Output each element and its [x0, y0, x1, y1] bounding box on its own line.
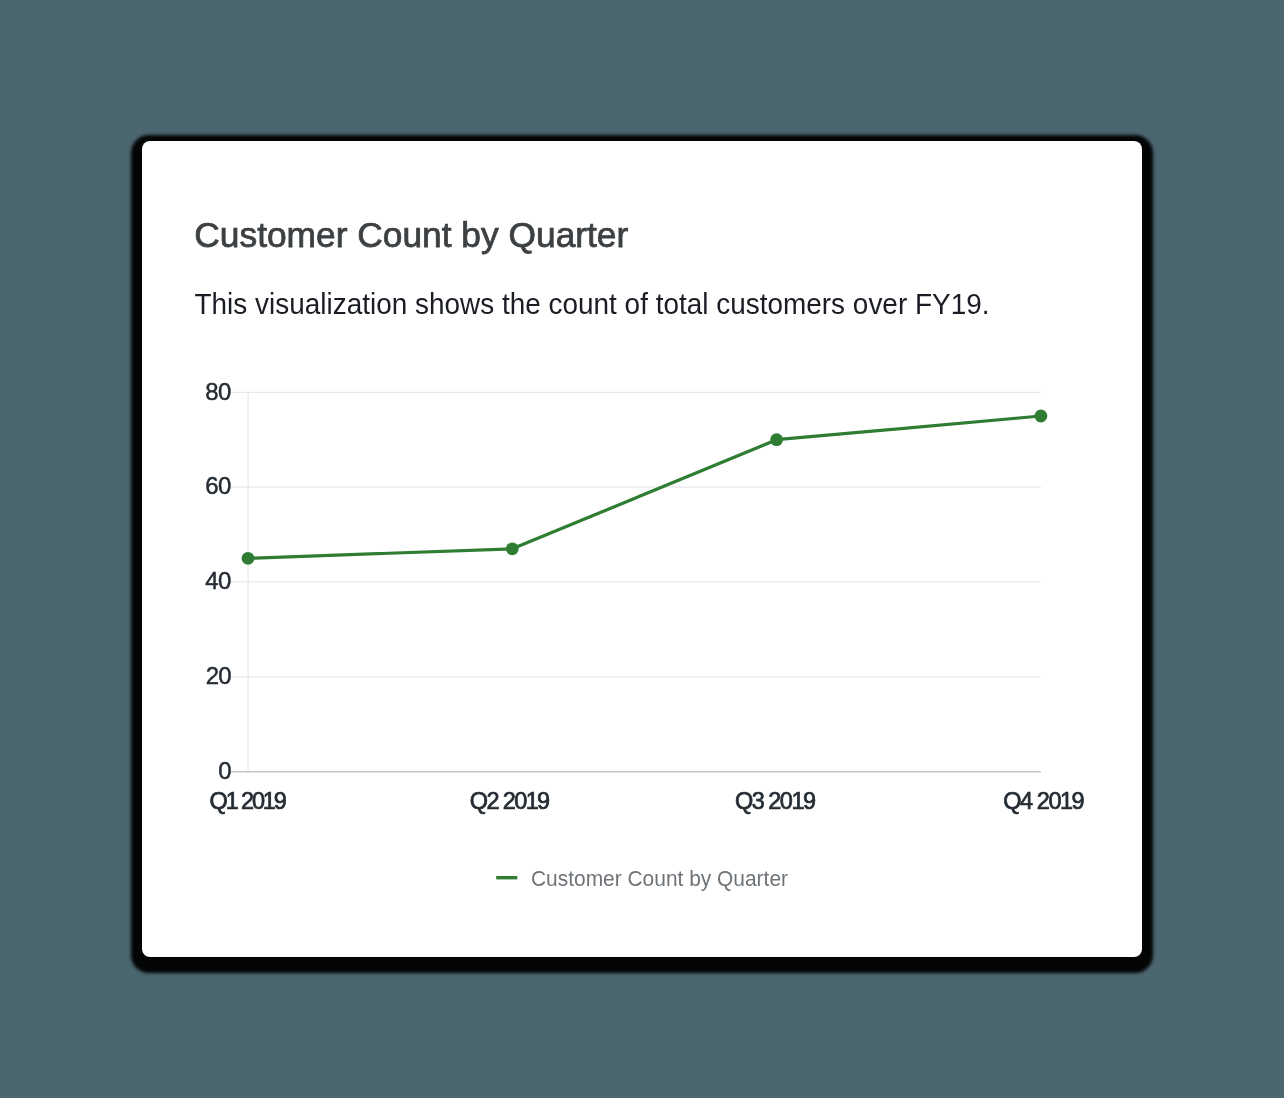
svg-text:Q4 2019: Q4 2019	[1003, 788, 1084, 814]
svg-text:40: 40	[205, 567, 231, 594]
svg-text:Customer Count by Quarter: Customer Count by Quarter	[531, 866, 788, 891]
svg-text:20: 20	[206, 662, 232, 689]
svg-text:Q2 2019: Q2 2019	[470, 788, 550, 814]
svg-text:0: 0	[218, 757, 231, 784]
svg-text:This visualization shows the c: This visualization shows the count of to…	[195, 288, 990, 320]
svg-text:Q1 2019: Q1 2019	[210, 788, 287, 814]
svg-text:Customer Count by Quarter: Customer Count by Quarter	[194, 215, 628, 254]
svg-text:Q3 2019: Q3 2019	[735, 788, 816, 814]
svg-text:60: 60	[205, 472, 231, 499]
svg-text:80: 80	[205, 378, 231, 405]
